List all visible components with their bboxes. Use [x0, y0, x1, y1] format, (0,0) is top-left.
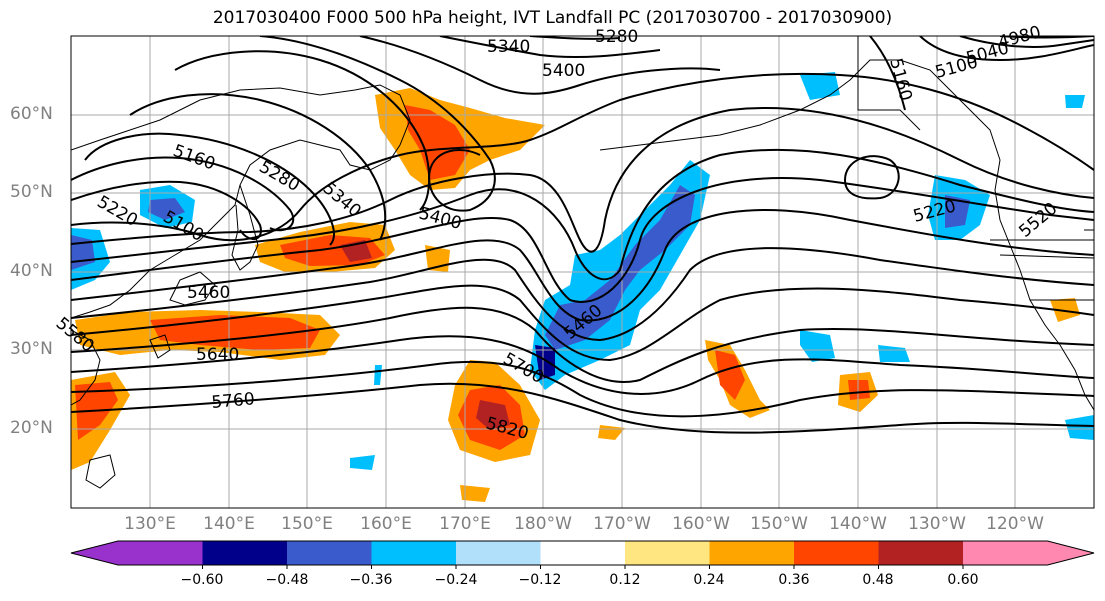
contour-label: 5400 — [542, 61, 585, 81]
colorbar-tick-label: −0.48 — [265, 572, 309, 588]
height-contours — [71, 36, 1094, 434]
contour-label: 5340 — [487, 37, 530, 57]
lat-label: 50°N — [10, 182, 53, 202]
colorbar-swatch — [625, 541, 710, 565]
contour-label: 5520 — [1015, 199, 1061, 242]
contour-label: 5460 — [187, 283, 230, 303]
contour-label: 5760 — [211, 389, 256, 413]
colorbar-tick-label: −0.60 — [180, 572, 224, 588]
lat-label: 40°N — [10, 261, 53, 281]
lon-label: 130°E — [124, 514, 176, 534]
lon-label: 150°E — [281, 514, 333, 534]
colorbar-swatch — [118, 541, 203, 565]
colorbar-tick-label: −0.36 — [349, 572, 393, 588]
contour-label: 5220 — [94, 192, 141, 231]
colorbar-swatch — [878, 541, 963, 565]
contour-label: 5640 — [196, 345, 239, 365]
contour-label: 5280 — [595, 27, 638, 47]
lon-label: 170°W — [593, 514, 651, 534]
colorbar-tick-label: −0.24 — [434, 572, 478, 588]
colorbar-tick-label: −0.12 — [518, 572, 562, 588]
contour-label: 5160 — [170, 141, 217, 175]
plot-frame — [70, 35, 1095, 509]
lat-label: 20°N — [10, 418, 53, 438]
contour-label: 5100 — [933, 52, 980, 83]
graticule — [71, 36, 1094, 508]
colorbar-tick-label: 0.60 — [947, 572, 979, 588]
colorbar-tick-label: 0.12 — [609, 572, 641, 588]
colorbar-swatch — [709, 541, 794, 565]
positive-ivt-anomaly-regions — [71, 88, 1080, 502]
lon-label: 140°W — [829, 514, 887, 534]
lon-label: 140°E — [203, 514, 255, 534]
contour-label: 5280 — [256, 157, 303, 196]
colorbar-swatch — [287, 541, 372, 565]
colorbar-swatch — [794, 541, 879, 565]
colorbar-swatch — [202, 541, 287, 565]
colorbar-swatch — [540, 541, 625, 565]
lon-label: 160°E — [360, 514, 412, 534]
lon-label: 160°W — [672, 514, 730, 534]
colorbar-swatch — [371, 541, 456, 565]
colorbar-min-extension — [71, 541, 118, 565]
colorbar-swatch — [456, 541, 541, 565]
contour-label: 5340 — [319, 179, 365, 222]
lon-label: 180°W — [514, 514, 572, 534]
lat-label: 30°N — [10, 339, 53, 359]
map-title: 2017030400 F000 500 hPa height, IVT Land… — [212, 8, 893, 28]
colorbar-tick-label: 0.36 — [778, 572, 810, 588]
lat-label: 60°N — [10, 104, 53, 124]
colorbar-tick-label: 0.24 — [693, 572, 725, 588]
lon-label: 170°E — [439, 514, 491, 534]
colorbar-tick-label: 0.48 — [862, 572, 894, 588]
colorbar-swatch — [963, 541, 1048, 565]
lon-label: 130°W — [908, 514, 966, 534]
lon-label: 150°W — [750, 514, 808, 534]
colorbar-max-extension — [1047, 541, 1094, 565]
colorbar-outline — [70, 540, 1095, 566]
lon-label: 120°W — [986, 514, 1044, 534]
colorbar — [70, 540, 1095, 569]
